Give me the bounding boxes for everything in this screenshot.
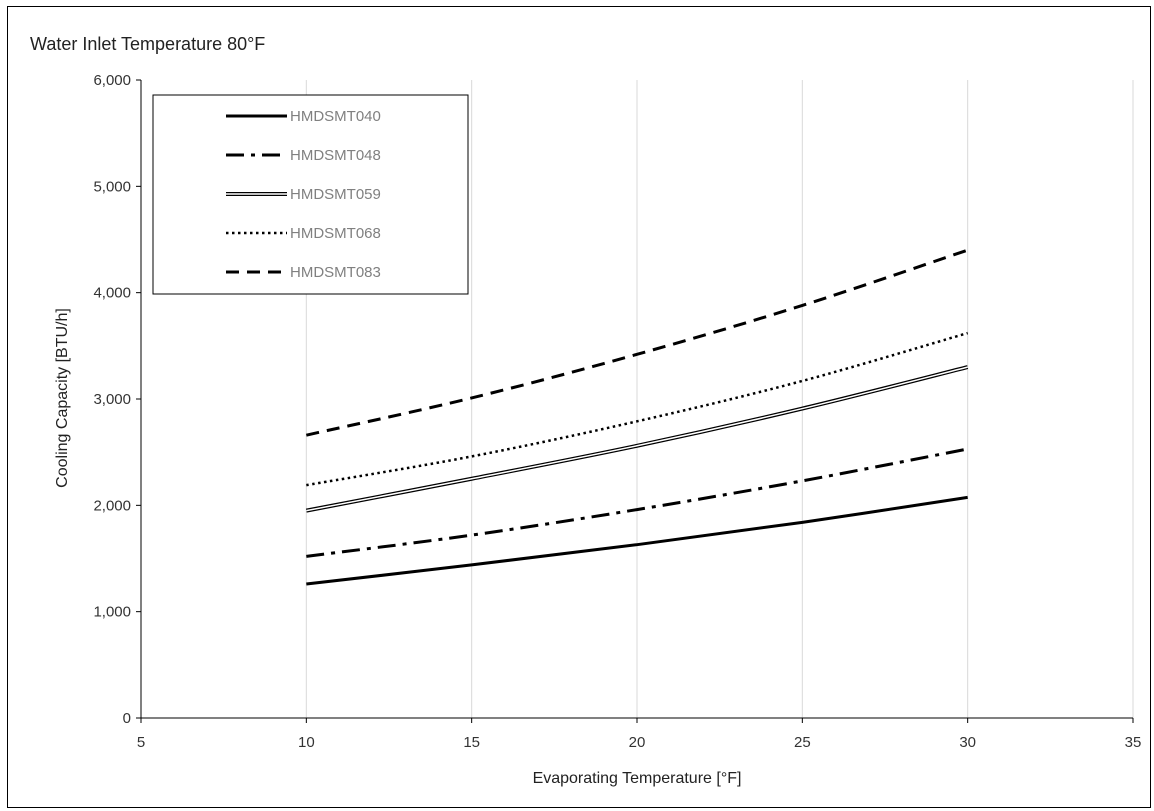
x-tick-labels: 5 10 15 20 25 30 35	[137, 734, 1142, 751]
legend-item: HMDSMT040	[226, 108, 381, 125]
x-tick-label: 20	[629, 734, 646, 751]
x-tick-label: 5	[137, 734, 145, 751]
x-axis-label: Evaporating Temperature [°F]	[533, 770, 742, 787]
legend-label: HMDSMT040	[290, 108, 381, 125]
series-line-inner	[306, 366, 968, 512]
series-hmdsmt040	[306, 495, 968, 586]
x-tick-label: 15	[463, 734, 480, 751]
series-line	[306, 248, 969, 437]
y-tick-label: 6,000	[93, 72, 131, 89]
y-tick-label: 4,000	[93, 285, 131, 302]
series-hmdsmt059	[305, 365, 969, 513]
series-line	[306, 331, 969, 487]
x-tick-label: 10	[298, 734, 315, 751]
x-tick-label: 35	[1125, 734, 1142, 751]
series-hmdsmt083	[306, 248, 969, 437]
legend-label: HMDSMT059	[290, 186, 381, 203]
legend-item: HMDSMT059	[226, 186, 381, 203]
legend-item: HMDSMT048	[226, 147, 381, 164]
chart-title: Water Inlet Temperature 80°F	[30, 34, 265, 54]
legend-box	[152, 94, 469, 295]
legend-item: HMDSMT083	[226, 264, 381, 281]
y-tick-labels: 0 1,000 2,000 3,000 4,000 5,000 6,000	[93, 72, 131, 727]
y-tick-label: 1,000	[93, 604, 131, 621]
series-line	[306, 447, 968, 558]
legend-label: HMDSMT048	[290, 147, 381, 164]
y-tick-label: 3,000	[93, 391, 131, 408]
series-lines	[305, 248, 969, 586]
legend: HMDSMT040 HMDSMT048 HMDSMT059 HMDSMT068 HMDS…	[152, 94, 469, 295]
series-hmdsmt068	[306, 331, 969, 487]
legend-label: HMDSMT083	[290, 264, 381, 281]
series-line	[306, 495, 968, 586]
y-tick-label: 2,000	[93, 497, 131, 514]
x-tick-label: 25	[794, 734, 811, 751]
y-tick-label: 0	[123, 710, 131, 727]
axes	[136, 79, 1134, 723]
y-tick-label: 5,000	[93, 178, 131, 195]
legend-item: HMDSMT068	[226, 225, 381, 242]
legend-label: HMDSMT068	[290, 225, 381, 242]
series-hmdsmt048	[306, 447, 968, 558]
y-axis-label: Cooling Capacity [BTU/h]	[54, 308, 71, 488]
x-tick-label: 30	[959, 734, 976, 751]
